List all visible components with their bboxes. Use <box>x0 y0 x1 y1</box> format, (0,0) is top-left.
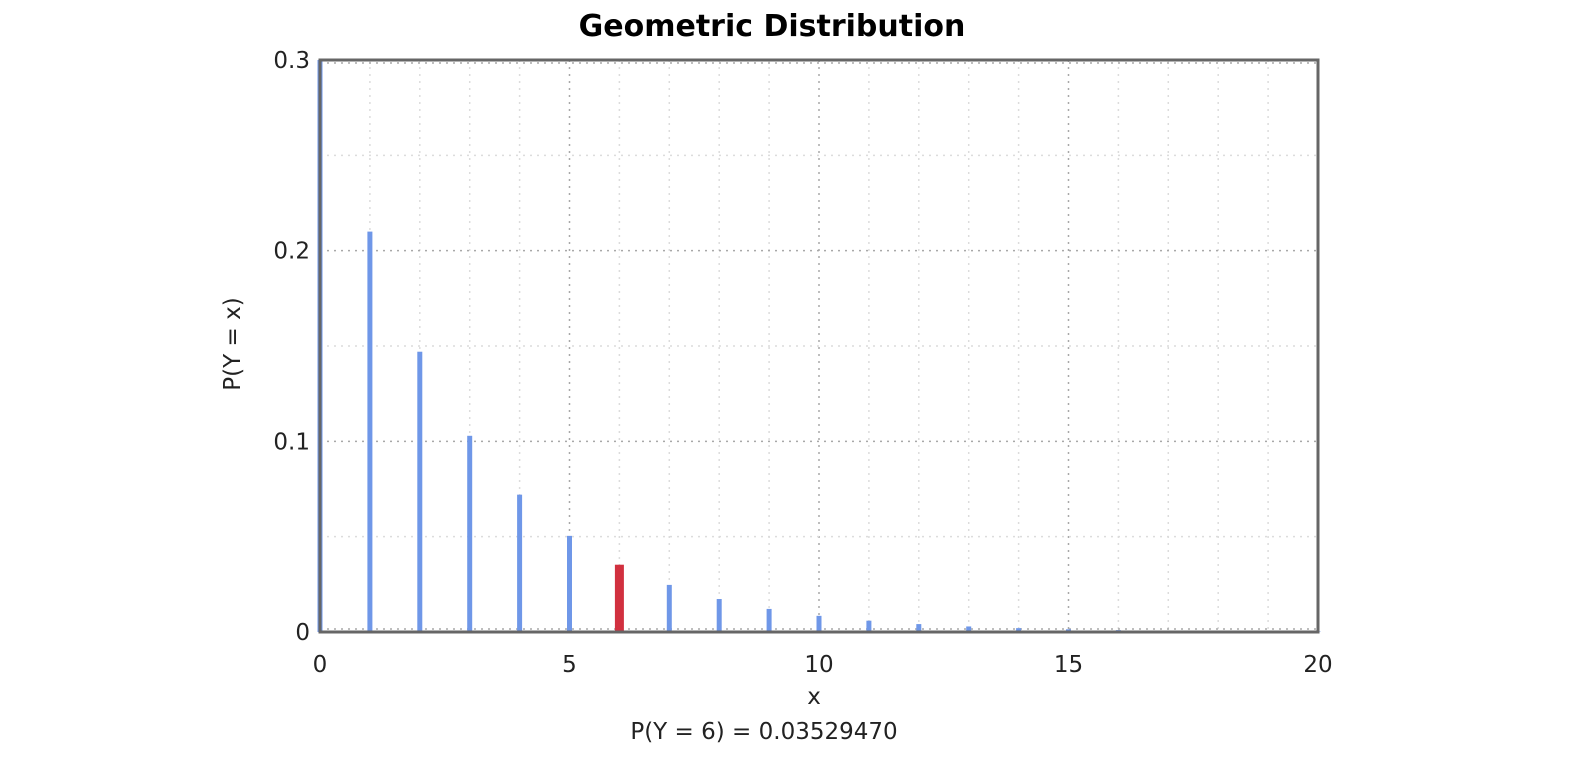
bar <box>766 608 772 632</box>
y-tick-label: 0.1 <box>273 429 310 455</box>
x-tick-label: 10 <box>804 652 833 678</box>
y-axis-label: P(Y = x) <box>220 297 246 390</box>
bar <box>467 435 473 632</box>
probability-readout: P(Y = 6) = 0.03529470 <box>630 719 897 745</box>
x-tick-labels: 0 5 10 15 20 <box>313 652 1333 678</box>
x-tick-label: 0 <box>313 652 328 678</box>
x-tick-label: 5 <box>562 652 577 678</box>
y-tick-label: 0 <box>295 620 310 646</box>
y-tick-label: 0.3 <box>273 48 310 74</box>
bar <box>567 535 572 632</box>
chart-title: Geometric Distribution <box>579 9 966 44</box>
bar <box>816 615 822 632</box>
bar <box>417 351 423 632</box>
bar <box>916 624 922 632</box>
bar <box>367 231 373 632</box>
bar-highlighted <box>614 564 624 632</box>
y-tick-label: 0.2 <box>273 239 310 265</box>
bar <box>866 620 872 632</box>
bar <box>666 584 672 632</box>
bar <box>966 626 972 632</box>
bar <box>716 599 722 632</box>
bar <box>1016 628 1022 632</box>
plot-frame <box>318 58 1320 634</box>
y-tick-labels: 0 0.1 0.2 0.3 <box>273 48 310 646</box>
bar <box>517 494 523 632</box>
x-axis-label: x <box>807 684 821 710</box>
x-tick-label: 15 <box>1054 652 1083 678</box>
x-tick-label: 20 <box>1303 652 1332 678</box>
